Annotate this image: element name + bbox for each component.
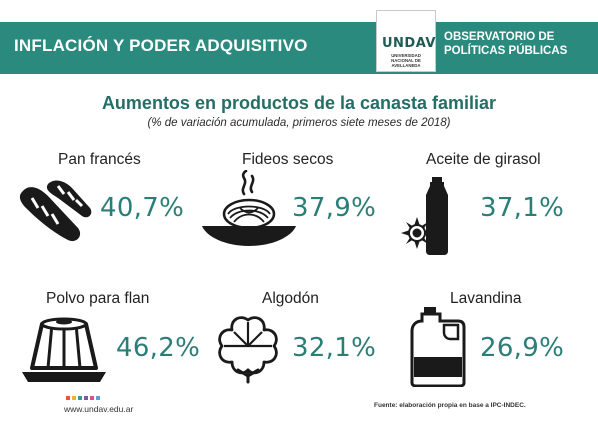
cotton-icon: [218, 316, 278, 384]
footer-website-link[interactable]: www.undav.edu.ar: [64, 404, 134, 414]
oil-bottle-icon: [401, 177, 448, 255]
footer-dot: [72, 396, 76, 400]
logo-wordmark: UNDAV: [382, 36, 436, 51]
undav-logo: UNDAV UNIVERSIDAD NACIONAL DE AVELLANEDA: [376, 10, 436, 72]
product-label: Polvo para flan: [46, 290, 150, 307]
flan-icon: [22, 317, 106, 382]
observatorio-line: POLÍTICAS PÚBLICAS: [444, 45, 568, 57]
infographic-title: Aumentos en productos de la canasta fami…: [101, 93, 497, 113]
footer-dot: [66, 396, 70, 400]
observatorio-line: OBSERVATORIO DE: [444, 31, 555, 43]
product-label: Algodón: [262, 290, 319, 307]
pasta-icon: [202, 170, 296, 246]
product-value: 37,1%: [480, 193, 565, 223]
infographic-subtitle: (% de variación acumulada, primeros siet…: [147, 117, 451, 129]
product-value: 26,9%: [480, 333, 565, 363]
product-label: Pan francés: [58, 151, 141, 168]
footer-dot: [84, 396, 88, 400]
product-label: Aceite de girasol: [426, 151, 541, 168]
footer-dot: [96, 396, 100, 400]
product-label: Lavandina: [450, 290, 522, 307]
bread-icon: [19, 180, 92, 242]
logo-line: UNIVERSIDAD: [391, 53, 421, 58]
product-value: 37,9%: [292, 193, 377, 223]
logo-subtitle: UNIVERSIDAD NACIONAL DE AVELLANEDA: [377, 53, 435, 68]
footer-dot: [78, 396, 82, 400]
logo-line: NACIONAL DE: [391, 58, 421, 63]
header-bar: [0, 22, 598, 74]
product-label: Fideos secos: [242, 151, 334, 168]
product-value: 40,7%: [100, 193, 185, 223]
footer-dot: [90, 396, 94, 400]
logo-line: AVELLANEDA: [391, 63, 421, 68]
product-value: 32,1%: [292, 333, 377, 363]
product-value: 46,2%: [116, 333, 201, 363]
footer-source-note: Fuente: elaboración propia en base a IPC…: [374, 402, 526, 409]
bleach-jug-icon: [410, 307, 466, 387]
footer-color-dots: [66, 396, 100, 400]
observatorio-label: OBSERVATORIO DE POLÍTICAS PÚBLICAS: [444, 30, 584, 58]
header-title: INFLACIÓN Y PODER ADQUISITIVO: [14, 36, 308, 55]
